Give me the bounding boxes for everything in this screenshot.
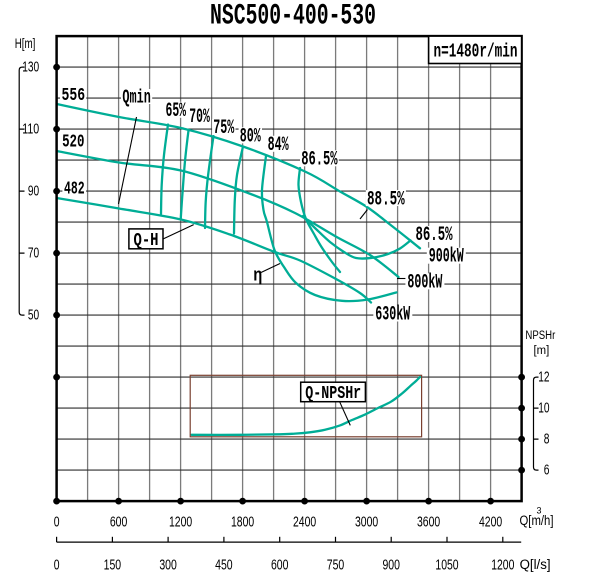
svg-text:900kW: 900kW xyxy=(429,246,464,269)
svg-text:70: 70 xyxy=(28,246,39,262)
svg-text:3: 3 xyxy=(537,506,542,517)
svg-text:800kW: 800kW xyxy=(407,271,442,294)
svg-text:75%: 75% xyxy=(213,117,234,140)
svg-text:Q-H: Q-H xyxy=(134,230,159,251)
svg-text:NSC500-400-530: NSC500-400-530 xyxy=(210,0,376,33)
svg-text:90: 90 xyxy=(28,184,39,200)
svg-text:3600: 3600 xyxy=(417,514,440,530)
svg-text:1050: 1050 xyxy=(435,558,458,574)
svg-text:4200: 4200 xyxy=(479,514,502,530)
svg-text:900: 900 xyxy=(382,558,400,574)
svg-text:65%: 65% xyxy=(166,100,187,123)
svg-text:70%: 70% xyxy=(189,106,210,129)
svg-text:0: 0 xyxy=(54,558,60,574)
svg-text:630kW: 630kW xyxy=(375,304,410,327)
svg-text:Q[m/h]: Q[m/h] xyxy=(520,513,554,528)
svg-text:[m]: [m] xyxy=(534,343,550,357)
svg-text:1800: 1800 xyxy=(231,514,254,530)
svg-text:520: 520 xyxy=(62,132,84,153)
svg-text:150: 150 xyxy=(104,558,122,574)
svg-text:50: 50 xyxy=(28,308,39,324)
svg-text:482: 482 xyxy=(64,179,85,200)
svg-text:600: 600 xyxy=(271,558,289,574)
svg-text:450: 450 xyxy=(215,558,233,574)
svg-text:Qmin: Qmin xyxy=(122,87,150,109)
svg-text:NPSHr: NPSHr xyxy=(525,328,555,342)
svg-text:80%: 80% xyxy=(240,126,261,149)
svg-text:2400: 2400 xyxy=(293,514,316,530)
svg-text:0: 0 xyxy=(54,514,60,530)
svg-text:12: 12 xyxy=(538,370,549,386)
svg-text:556: 556 xyxy=(62,85,86,106)
svg-text:130: 130 xyxy=(22,60,39,76)
svg-text:10: 10 xyxy=(538,401,549,417)
svg-text:110: 110 xyxy=(22,122,39,138)
svg-text:86.5%: 86.5% xyxy=(301,149,338,172)
svg-text:86.5%: 86.5% xyxy=(416,224,454,247)
svg-text:Q[l/s]: Q[l/s] xyxy=(520,557,551,572)
svg-text:1200: 1200 xyxy=(169,514,192,530)
svg-text:H[m]: H[m] xyxy=(15,36,36,51)
svg-text:η: η xyxy=(253,266,262,287)
svg-text:6: 6 xyxy=(544,463,550,479)
svg-text:600: 600 xyxy=(110,514,128,530)
svg-text:750: 750 xyxy=(327,558,345,574)
svg-text:84%: 84% xyxy=(268,134,289,157)
svg-text:n=1480r/min: n=1480r/min xyxy=(434,40,518,62)
svg-text:8: 8 xyxy=(544,432,550,448)
svg-text:88.5%: 88.5% xyxy=(367,188,405,211)
svg-text:Q-NPSHr: Q-NPSHr xyxy=(305,383,361,404)
svg-text:300: 300 xyxy=(159,558,177,574)
svg-text:3000: 3000 xyxy=(355,514,378,530)
svg-text:1200: 1200 xyxy=(491,558,514,574)
